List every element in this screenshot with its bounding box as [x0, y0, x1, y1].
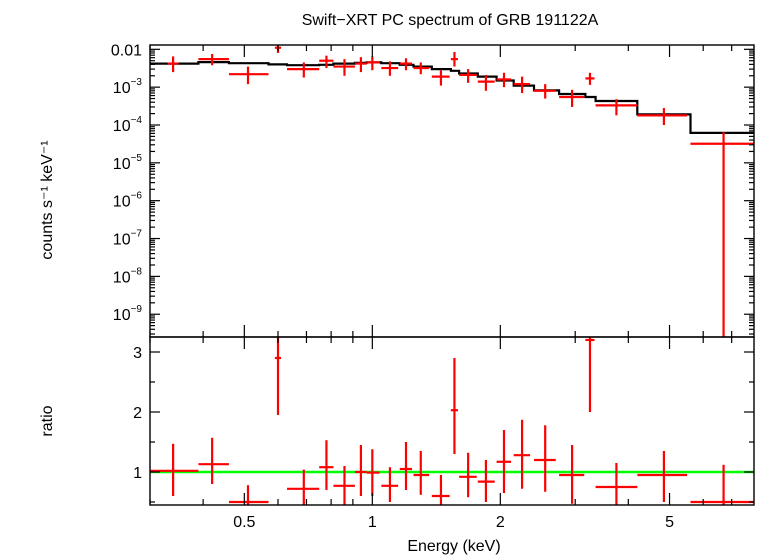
tick-base: 10 — [113, 307, 131, 324]
spectrum-y-axis-label: counts s⁻¹ keV⁻¹ — [39, 140, 56, 259]
spectrum-data-point — [431, 70, 450, 86]
ratio-data-point — [354, 445, 367, 496]
spectrum-y-tick-label: 0.01 — [111, 42, 142, 59]
ratio-data-point — [287, 469, 320, 505]
ratio-data-point — [274, 337, 282, 415]
ratio-data-point — [459, 452, 477, 498]
spectrum-data-point — [413, 62, 430, 75]
ratio-data-point — [198, 437, 229, 484]
spectrum-y-tick-label: 10−7 — [113, 229, 143, 249]
ratio-data-point — [637, 451, 688, 502]
spectrum-data-point — [450, 51, 458, 67]
spectrum-data-point — [381, 61, 399, 76]
tick-exponent: −9 — [131, 304, 143, 315]
spectrum-data-point — [559, 89, 585, 107]
spectrum-data-point — [459, 69, 477, 83]
spectrum-data-point — [354, 57, 367, 73]
ratio-y-tick-label: 2 — [133, 405, 142, 422]
ratio-data-point — [150, 443, 199, 496]
spectrum-y-tick-label: 10−9 — [113, 304, 143, 324]
spectrum-y-tick-label: 10−3 — [113, 77, 143, 97]
ratio-y-axis-label: ratio — [39, 405, 56, 436]
ratio-panel: 1 2 3 0.5 1 2 5 — [133, 336, 755, 531]
tick-base: 10 — [113, 156, 131, 173]
ratio-data-point — [559, 445, 585, 504]
ratio-y-tick-label: 1 — [133, 465, 142, 482]
spectrum-y-tick-label: 10−8 — [113, 266, 143, 286]
ratio-data-point — [413, 451, 430, 495]
tick-exponent: −5 — [131, 153, 143, 164]
ratio-data-point — [399, 442, 413, 490]
x-axis-label: Energy (keV) — [407, 538, 500, 555]
spectrum-plot-area — [150, 45, 754, 337]
ratio-frame — [149, 336, 755, 506]
spectrum-y-tick-label: 10−6 — [113, 191, 143, 211]
spectrum-y-tick-label: 10−5 — [113, 153, 143, 173]
ratio-data-point — [366, 449, 380, 496]
tick-exponent: −8 — [131, 266, 143, 277]
tick-base: 10 — [113, 80, 131, 97]
ratio-data-point — [690, 464, 754, 505]
tick-exponent: −6 — [131, 191, 143, 202]
ratio-data-point — [513, 419, 531, 489]
spectrum-data-point — [690, 132, 754, 337]
spectrum-data-point — [366, 56, 380, 71]
tick-base: 0.01 — [111, 42, 142, 59]
spectrum-panel: 10−910−810−710−610−510−410−30.01 — [111, 42, 755, 338]
ratio-data-point — [319, 440, 334, 490]
x-tick-label: 2 — [496, 514, 505, 531]
spectrum-data-point — [228, 66, 269, 85]
ratio-data-point — [595, 463, 638, 505]
chart-title: Swift−XRT PC spectrum of GRB 191122A — [302, 12, 599, 29]
tick-base: 10 — [113, 232, 131, 249]
x-tick-label: 5 — [665, 514, 674, 531]
spectrum-data-point — [496, 72, 512, 88]
ratio-data-point — [431, 475, 450, 505]
spectrum-data-point — [533, 84, 556, 99]
tick-exponent: −4 — [131, 115, 143, 126]
spectrum-data-point — [585, 72, 595, 85]
tick-base: 10 — [113, 194, 131, 211]
spectrum-data-point — [287, 62, 320, 78]
spectrum-data-point — [399, 58, 413, 71]
ratio-plot-area — [150, 337, 754, 505]
spectrum-data-point — [637, 108, 688, 125]
ratio-data-point — [228, 485, 269, 505]
ratio-data-point — [533, 425, 556, 492]
spectrum-y-tick-label: 10−4 — [113, 115, 143, 135]
tick-exponent: −7 — [131, 229, 143, 240]
spectrum-data-point — [595, 99, 638, 116]
tick-exponent: −3 — [131, 77, 143, 88]
x-tick-label: 0.5 — [233, 514, 255, 531]
model-step-line — [150, 61, 754, 134]
ratio-data-point — [333, 466, 355, 505]
spectrum-data-point — [333, 59, 355, 76]
spectrum-data-point — [477, 74, 495, 91]
ratio-data-point — [496, 430, 512, 493]
ratio-data-point — [381, 467, 399, 502]
ratio-y-tick-label: 3 — [133, 345, 142, 362]
tick-base: 10 — [113, 269, 131, 286]
spectrum-data-point — [513, 76, 531, 94]
ratio-data-point — [450, 358, 458, 454]
x-tick-label: 1 — [368, 514, 377, 531]
spectrum-data-point — [319, 55, 334, 69]
ratio-data-point — [585, 337, 595, 412]
spectrum-data-point — [198, 54, 229, 66]
ratio-data-point — [477, 460, 495, 502]
tick-base: 10 — [113, 118, 131, 135]
spectrum-data-point — [167, 56, 179, 73]
